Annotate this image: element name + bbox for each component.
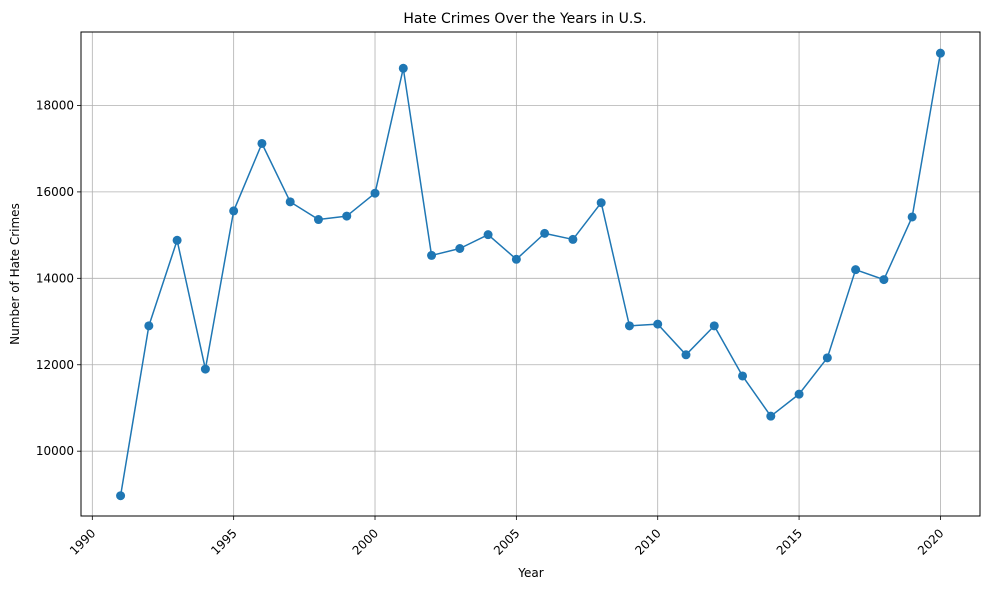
y-axis-ticks: 10000 12000 14000 16000 18000 [36, 98, 81, 458]
y-tick-label: 10000 [36, 444, 74, 458]
y-axis-label: Number of Hate Crimes [8, 203, 22, 345]
data-point [483, 230, 493, 240]
data-point [681, 350, 691, 360]
data-point [596, 198, 606, 208]
chart-title: Hate Crimes Over the Years in U.S. [403, 11, 646, 27]
data-point [822, 353, 832, 363]
data-point [851, 265, 861, 275]
series-layer [116, 48, 945, 501]
data-point [709, 321, 719, 331]
x-axis-ticks: 1990 1995 2000 2005 2010 2015 2020 [67, 516, 947, 558]
data-point [935, 48, 945, 58]
data-point [285, 197, 295, 207]
x-tick-label: 2010 [632, 526, 663, 557]
data-point [738, 371, 748, 381]
data-point [879, 275, 889, 285]
y-tick-label: 18000 [36, 98, 74, 112]
data-point [370, 188, 380, 198]
data-point [229, 206, 239, 216]
data-point [172, 235, 182, 245]
x-tick-label: 1995 [208, 526, 239, 557]
data-point [200, 364, 210, 374]
series-line [119, 53, 942, 496]
y-tick-label: 14000 [36, 271, 74, 285]
y-tick-label: 16000 [36, 185, 74, 199]
data-point [907, 212, 917, 222]
data-point [568, 234, 578, 244]
grid-lines [81, 32, 980, 516]
data-point [653, 319, 663, 329]
data-point [116, 491, 126, 501]
data-point [313, 215, 323, 225]
data-point [794, 389, 804, 399]
x-axis-label: Year [517, 566, 543, 580]
data-point [427, 250, 437, 260]
x-tick-label: 2005 [491, 526, 522, 557]
data-point [257, 138, 267, 148]
plot-frame [80, 31, 981, 517]
data-point [144, 321, 154, 331]
data-point [511, 254, 521, 264]
x-tick-label: 2015 [774, 526, 805, 557]
data-point [624, 321, 634, 331]
data-point [398, 63, 408, 73]
data-point [455, 244, 465, 254]
x-tick-label: 2020 [915, 526, 946, 557]
y-tick-label: 12000 [36, 358, 74, 372]
data-point [766, 411, 776, 421]
x-tick-label: 2000 [350, 526, 381, 557]
data-point [540, 228, 550, 238]
data-point [342, 211, 352, 221]
x-tick-label: 1990 [67, 526, 98, 557]
